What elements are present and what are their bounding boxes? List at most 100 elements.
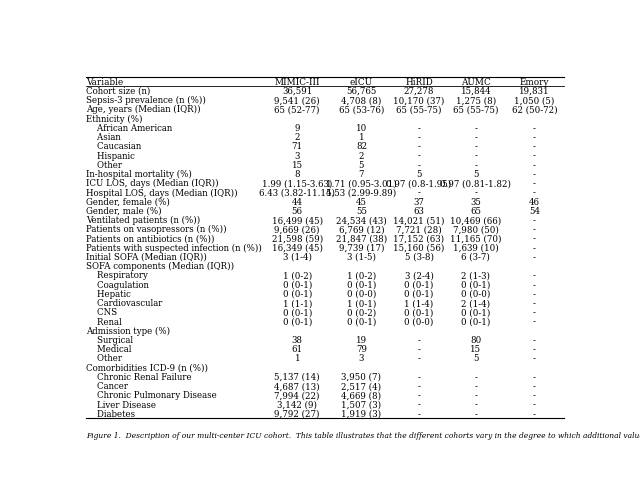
Text: 2: 2 [294,133,300,142]
Text: 5 (3-8): 5 (3-8) [404,253,433,262]
Text: Hospital LOS, days (Median (IQR)): Hospital LOS, days (Median (IQR)) [86,188,237,197]
Text: 9,792 (27): 9,792 (27) [275,409,320,418]
Text: Age, years (Median (IQR)): Age, years (Median (IQR)) [86,105,200,114]
Text: Emory: Emory [520,78,549,86]
Text: 0 (0-1): 0 (0-1) [461,308,490,317]
Text: 24,534 (43): 24,534 (43) [336,216,387,224]
Text: 16,349 (45): 16,349 (45) [272,243,323,253]
Text: -: - [533,381,536,390]
Text: -: - [474,372,477,381]
Text: -: - [474,391,477,400]
Text: Gender, female (%): Gender, female (%) [86,197,170,206]
Text: -: - [417,151,420,160]
Text: -: - [533,317,536,326]
Text: Asian: Asian [86,133,121,142]
Text: 3 (1-5): 3 (1-5) [347,253,376,262]
Text: 3: 3 [359,354,364,363]
Text: 1,639 (10): 1,639 (10) [453,243,499,253]
Text: 2 (1-3): 2 (1-3) [461,271,490,280]
Text: African American: African American [86,124,172,133]
Text: 19: 19 [356,335,367,344]
Text: 79: 79 [356,345,367,354]
Text: Gender, male (%): Gender, male (%) [86,206,161,215]
Text: -: - [417,345,420,354]
Text: 0 (0-1): 0 (0-1) [461,280,490,289]
Text: 6 (3-7): 6 (3-7) [461,253,490,262]
Text: Renal: Renal [86,317,122,326]
Text: Respiratory: Respiratory [86,271,148,280]
Text: -: - [533,372,536,381]
Text: 15,844: 15,844 [461,87,491,96]
Text: 5: 5 [359,160,364,169]
Text: 0.97 (0.8-1.95): 0.97 (0.8-1.95) [387,179,452,188]
Text: 0 (0-0): 0 (0-0) [347,290,376,298]
Text: 45: 45 [356,197,367,206]
Text: In-hospital mortality (%): In-hospital mortality (%) [86,170,192,179]
Text: eICU: eICU [350,78,373,86]
Text: 4,708 (8): 4,708 (8) [341,96,381,105]
Text: Other: Other [86,160,122,169]
Text: 1 (0-1): 1 (0-1) [347,299,376,308]
Text: 61: 61 [292,345,303,354]
Text: Hepatic: Hepatic [86,290,131,298]
Text: -: - [533,179,536,188]
Text: -: - [474,142,477,151]
Text: -: - [533,142,536,151]
Text: 10,170 (37): 10,170 (37) [394,96,445,105]
Text: 65 (52-77): 65 (52-77) [275,105,320,114]
Text: 37: 37 [413,197,424,206]
Text: Sepsis-3 prevalence (n (%)): Sepsis-3 prevalence (n (%)) [86,96,206,105]
Text: -: - [533,354,536,363]
Text: Initial SOFA (Median (IQR)): Initial SOFA (Median (IQR)) [86,253,207,262]
Text: -: - [474,381,477,390]
Text: 2: 2 [359,151,364,160]
Text: 5: 5 [473,170,479,179]
Text: 8: 8 [294,170,300,179]
Text: Coagulation: Coagulation [86,280,149,289]
Text: -: - [533,335,536,344]
Text: 21,847 (38): 21,847 (38) [336,234,387,243]
Text: -: - [474,400,477,409]
Text: 0 (0-1): 0 (0-1) [283,308,312,317]
Text: 35: 35 [470,197,481,206]
Text: Chronic Renal Failure: Chronic Renal Failure [86,372,191,381]
Text: 1: 1 [358,133,364,142]
Text: 9,669 (26): 9,669 (26) [275,225,320,234]
Text: 1 (0-2): 1 (0-2) [347,271,376,280]
Text: 1,919 (3): 1,919 (3) [341,409,381,418]
Text: 5,137 (14): 5,137 (14) [275,372,320,381]
Text: 1.71 (0.95-3.01): 1.71 (0.95-3.01) [326,179,397,188]
Text: Figure 1.  Description of our multi-center ICU cohort.  This table illustrates t: Figure 1. Description of our multi-cente… [86,431,640,439]
Text: 17,152 (63): 17,152 (63) [394,234,445,243]
Text: 0 (0-1): 0 (0-1) [283,290,312,298]
Text: 0 (0-1): 0 (0-1) [404,308,434,317]
Text: -: - [417,409,420,418]
Text: 0 (0-1): 0 (0-1) [404,280,434,289]
Text: 1 (0-2): 1 (0-2) [283,271,312,280]
Text: 7,994 (22): 7,994 (22) [275,391,320,400]
Text: Comorbidities ICD-9 (n (%)): Comorbidities ICD-9 (n (%)) [86,363,208,372]
Text: -: - [417,400,420,409]
Text: 14,021 (51): 14,021 (51) [393,216,445,224]
Text: 4,687 (13): 4,687 (13) [275,381,320,390]
Text: 44: 44 [292,197,303,206]
Text: 65 (53-76): 65 (53-76) [339,105,384,114]
Text: -: - [533,345,536,354]
Text: 0 (0-1): 0 (0-1) [347,317,376,326]
Text: Medical: Medical [86,345,131,354]
Text: 0 (0-2): 0 (0-2) [347,308,376,317]
Text: -: - [474,151,477,160]
Text: -: - [474,409,477,418]
Text: CNS: CNS [86,308,117,317]
Text: -: - [533,188,536,197]
Text: Cohort size (n): Cohort size (n) [86,87,150,96]
Text: 3,142 (9): 3,142 (9) [277,400,317,409]
Text: -: - [417,160,420,169]
Text: -: - [474,160,477,169]
Text: 65 (55-75): 65 (55-75) [453,105,499,114]
Text: Cardiovascular: Cardiovascular [86,299,163,308]
Text: 0 (0-1): 0 (0-1) [347,280,376,289]
Text: 10,469 (66): 10,469 (66) [450,216,501,224]
Text: -: - [474,124,477,133]
Text: 10: 10 [356,124,367,133]
